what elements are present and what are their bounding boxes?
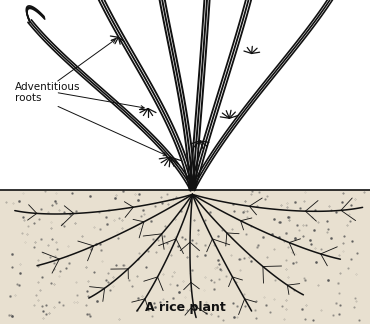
Text: A rice plant: A rice plant [145, 301, 225, 314]
Polygon shape [0, 190, 370, 324]
Text: Adventitious
roots: Adventitious roots [15, 82, 80, 103]
